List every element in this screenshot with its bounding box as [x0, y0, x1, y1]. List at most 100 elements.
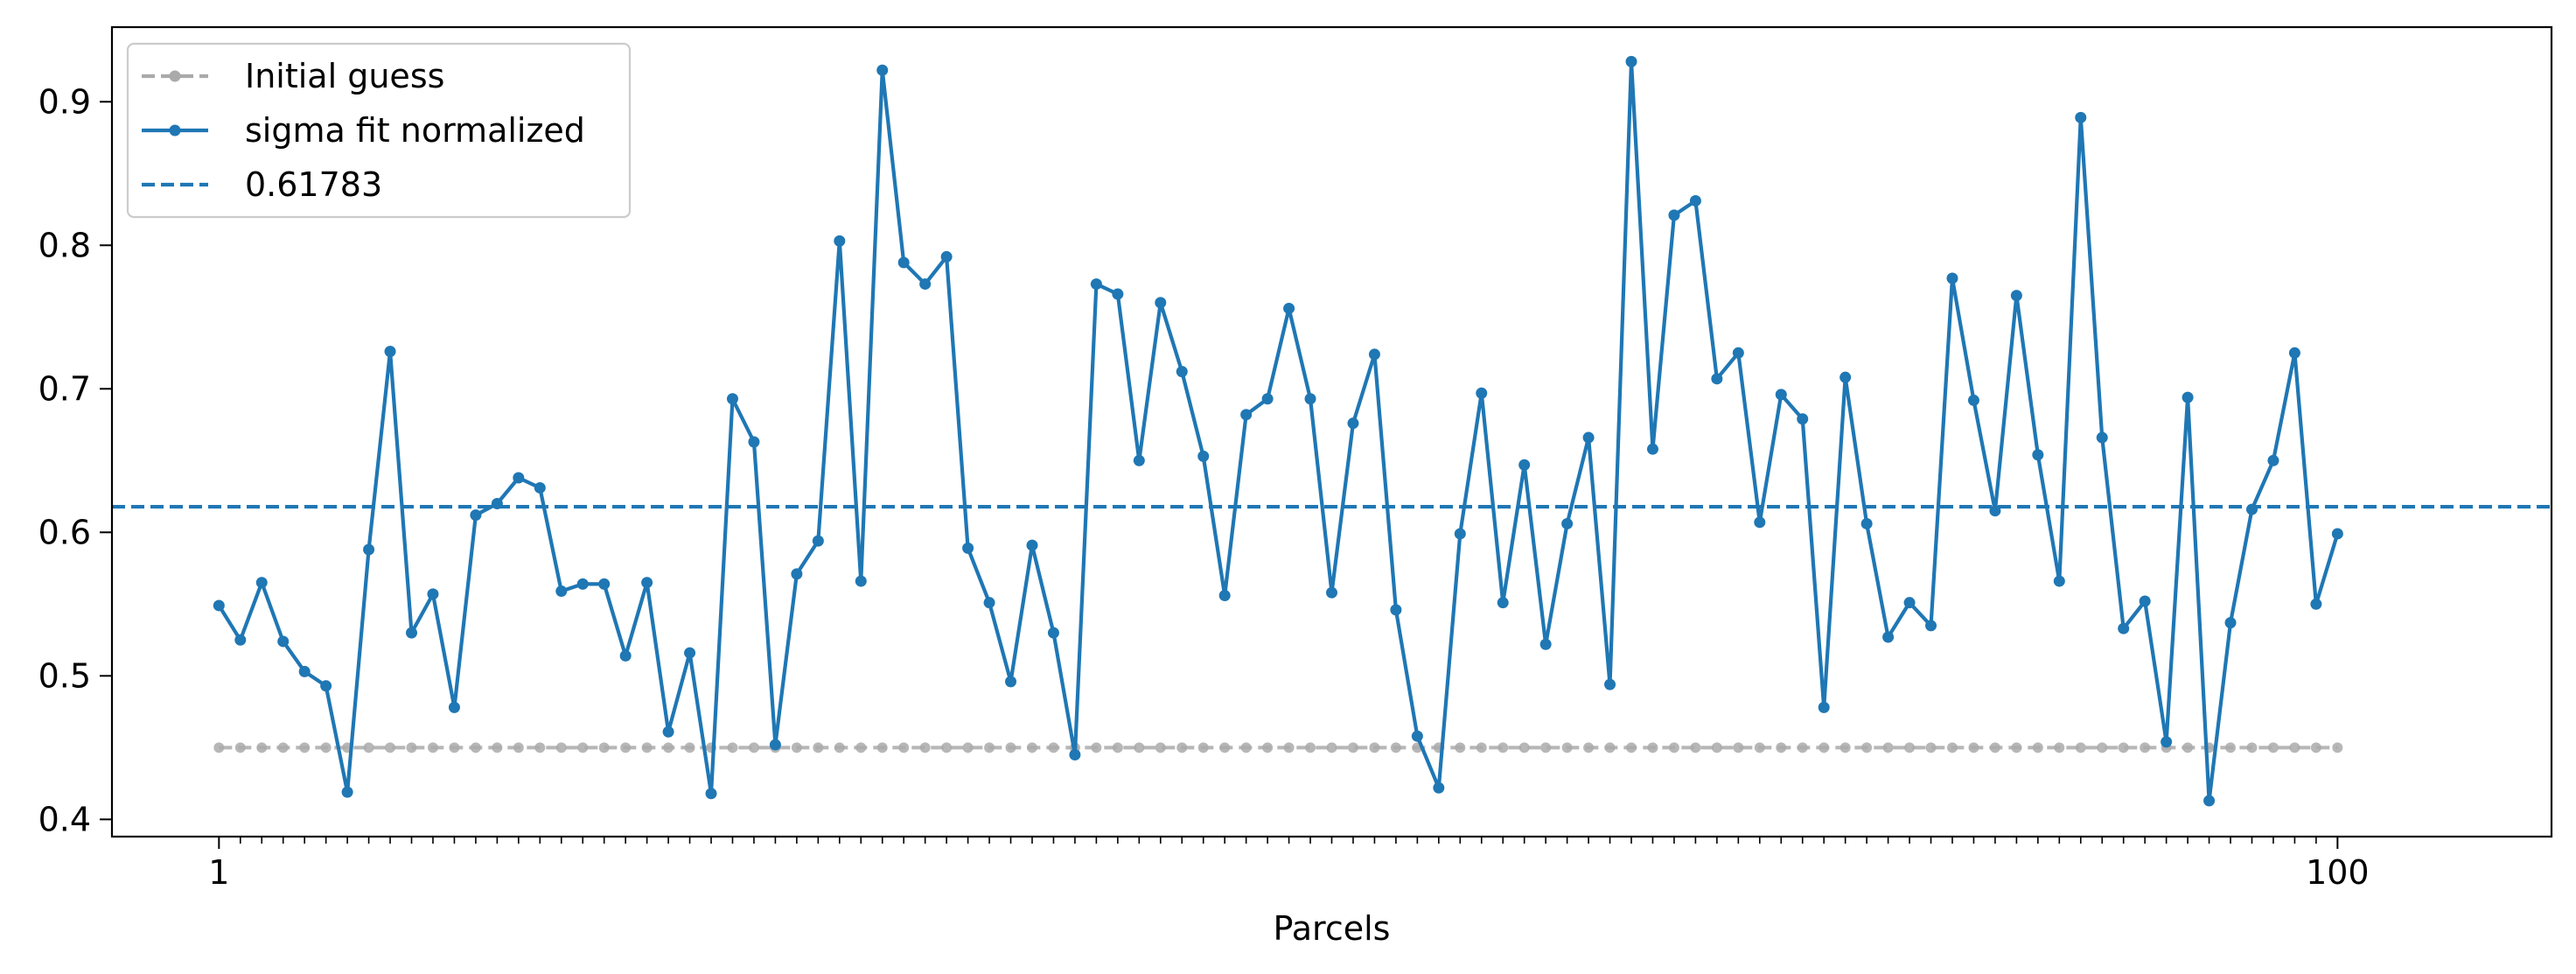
initial-guess-point-86	[2032, 742, 2043, 753]
initial-guess-point-31	[855, 742, 867, 753]
initial-guess-point-25	[727, 742, 738, 753]
sigma-fit-point-23	[684, 647, 696, 659]
series-sigma-fit-line	[217, 60, 2340, 803]
initial-guess-point-88	[2075, 742, 2086, 753]
legend-handle-marker-1	[169, 70, 181, 82]
sigma-fit-point-26	[748, 436, 760, 448]
sigma-fit-point-67	[1625, 55, 1637, 67]
initial-guess-point-81	[1925, 742, 1937, 753]
sigma-fit-point-78	[1860, 517, 1873, 529]
sigma-fit-point-4	[277, 635, 290, 648]
legend-entry-2: sigma fit normalized	[142, 111, 585, 150]
initial-guess-point-49	[1240, 742, 1252, 753]
plot-area	[112, 55, 2552, 807]
initial-guess-point-38	[1005, 742, 1016, 753]
sigma-fit-point-56	[1390, 604, 1402, 616]
x-axis: 1 100	[208, 837, 2370, 892]
sigma-fit-point-68	[1646, 443, 1658, 455]
initial-guess-point-61	[1497, 742, 1509, 753]
initial-guess-point-74	[1776, 742, 1787, 753]
sigma-fit-point-77	[1840, 371, 1852, 383]
sigma-fit-point-38	[1005, 676, 1017, 688]
x-axis-label: Parcels	[1274, 909, 1391, 948]
sigma-fit-point-7	[341, 786, 353, 798]
sigma-fit-point-97	[2267, 454, 2279, 466]
initial-guess-point-21	[641, 742, 653, 753]
sigma-fit-point-93	[2182, 391, 2194, 403]
sigma-fit-point-83	[1967, 394, 1979, 406]
legend-label-3: 0.61783	[245, 165, 382, 204]
initial-guess-point-8	[363, 742, 374, 753]
initial-guess-point-76	[1819, 742, 1830, 753]
sigma-fit-point-31	[855, 575, 867, 587]
initial-guess-point-14	[492, 742, 503, 753]
sigma-fit-point-70	[1689, 194, 1701, 207]
initial-guess-point-91	[2140, 742, 2151, 753]
legend: Initial guess sigma fit normalized 0.61783	[126, 42, 632, 219]
sigma-fit-point-39	[1026, 539, 1038, 551]
initial-guess-point-73	[1754, 742, 1765, 753]
initial-guess-point-96	[2246, 742, 2258, 753]
initial-guess-point-9	[385, 742, 396, 753]
legend-entry-3: 0.61783	[142, 165, 382, 204]
sigma-fit-point-49	[1240, 409, 1253, 421]
sigma-fit-point-18	[576, 578, 589, 590]
sigma-fit-point-16	[534, 481, 546, 494]
initial-guess-point-22	[663, 742, 674, 753]
sigma-fit-point-95	[2224, 617, 2237, 629]
sigma-fit-point-69	[1668, 209, 1680, 221]
initial-guess-point-5	[299, 742, 311, 753]
sigma-fit-point-29	[812, 535, 824, 547]
sigma-fit-point-19	[598, 578, 611, 590]
sigma-fit-point-11	[427, 588, 439, 600]
initial-guess-point-65	[1583, 742, 1595, 753]
sigma-fit-point-20	[619, 649, 632, 662]
sigma-fit-point-13	[470, 509, 482, 522]
initial-guess-point-29	[813, 742, 824, 753]
sigma-fit-point-48	[1218, 589, 1231, 601]
sigma-fit-point-24	[705, 788, 717, 800]
initial-guess-point-30	[834, 742, 845, 753]
initial-guess-point-64	[1561, 742, 1573, 753]
y-tick-label-2: 0.6	[38, 513, 91, 551]
initial-guess-point-33	[898, 742, 910, 753]
initial-guess-point-18	[577, 742, 589, 753]
y-tick-label-1: 0.5	[38, 656, 91, 695]
initial-guess-point-71	[1711, 742, 1722, 753]
sigma-fit-point-5	[298, 665, 311, 677]
sigma-fit-point-9	[384, 346, 396, 358]
sigma-fit-point-87	[2053, 575, 2065, 587]
initial-guess-point-77	[1840, 742, 1851, 753]
sigma-fit-point-58	[1433, 781, 1445, 794]
sigma-fit-point-74	[1775, 389, 1787, 401]
y-tick-label-4: 0.8	[38, 226, 91, 264]
initial-guess-point-59	[1455, 742, 1466, 753]
sigma-fit-point-61	[1497, 597, 1509, 609]
initial-guess-point-89	[2097, 742, 2108, 753]
initial-guess-point-72	[1733, 742, 1744, 753]
initial-guess-point-93	[2182, 742, 2194, 753]
sigma-fit-point-54	[1347, 417, 1359, 430]
sigma-fit-point-57	[1411, 730, 1423, 742]
initial-guess-point-26	[748, 742, 759, 753]
sigma-fit-point-92	[2161, 736, 2173, 748]
initial-guess-point-79	[1882, 742, 1894, 753]
sigma-fit-point-88	[2075, 111, 2087, 123]
sigma-fit-point-63	[1539, 638, 1552, 650]
sigma-fit-point-15	[513, 472, 525, 484]
initial-guess-point-62	[1518, 742, 1530, 753]
initial-guess-point-44	[1134, 742, 1145, 753]
initial-guess-point-98	[2289, 742, 2300, 753]
sigma-fit-point-52	[1304, 393, 1316, 405]
legend-entry-1: Initial guess	[142, 57, 444, 95]
sigma-fit-point-50	[1261, 393, 1274, 405]
initial-guess-point-63	[1540, 742, 1552, 753]
sigma-fit-point-21	[641, 577, 653, 589]
initial-guess-point-60	[1476, 742, 1487, 753]
initial-guess-point-17	[555, 742, 567, 753]
initial-guess-point-28	[791, 742, 802, 753]
legend-label-2: sigma fit normalized	[245, 111, 585, 150]
sigma-fit-point-10	[406, 627, 418, 639]
initial-guess-point-3	[256, 742, 268, 753]
